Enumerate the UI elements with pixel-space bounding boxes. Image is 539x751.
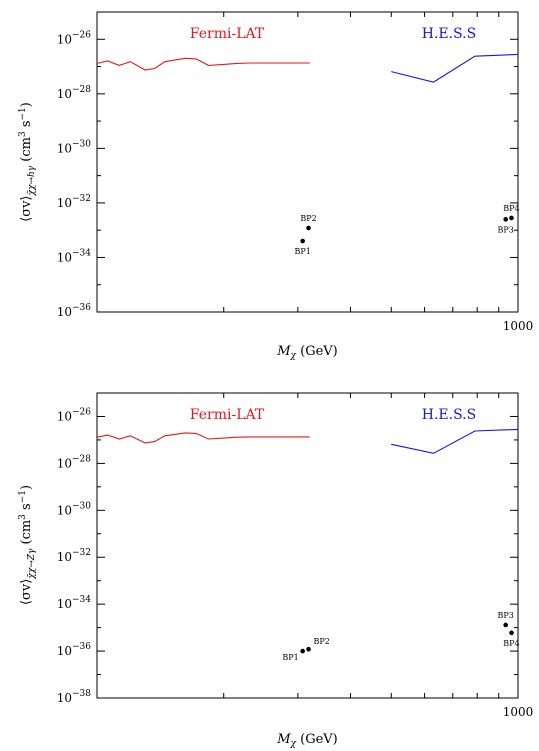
y-tick-label: 10−30: [57, 501, 92, 517]
x-tick-label: 1000: [503, 319, 534, 333]
benchmark-label-bp1: BP1: [282, 653, 298, 662]
y-tick-label: 10−36: [57, 303, 92, 319]
legend-label-hess: H.E.S.S: [422, 407, 476, 423]
y-axis-label: ⟨σv⟩χ̄χ→Zγ (cm3 s−1): [18, 485, 37, 605]
benchmark-point-bp3: [503, 622, 509, 628]
benchmark-label-bp2: BP2: [314, 637, 330, 646]
y-tick-label: 10−28: [57, 85, 92, 101]
y-axis-label: ⟨σv⟩χ̄χ→hγ (cm3 s−1): [18, 102, 37, 222]
benchmark-label-bp3: BP3: [498, 225, 514, 234]
benchmark-label-bp3: BP3: [498, 611, 514, 620]
plot-frame: [96, 11, 519, 313]
series-line-fermi-lat: [96, 57, 310, 71]
benchmark-point-bp4: [509, 215, 514, 221]
benchmark-label-bp4: BP4: [503, 639, 519, 648]
benchmark-point-bp4: [509, 630, 514, 636]
x-axis-label: Mχ (GeV): [276, 732, 338, 749]
y-tick-label: 10−34: [57, 595, 92, 611]
y-tick-label: 10−32: [57, 194, 91, 210]
y-tick-label: 10−36: [57, 642, 92, 658]
series-line-hess: [391, 53, 519, 83]
legend-label-fermi-lat: Fermi-LAT: [190, 407, 265, 423]
benchmark-point-bp3: [503, 217, 509, 222]
benchmark-label-bp2: BP2: [300, 214, 316, 223]
benchmark-point-bp1: [300, 648, 305, 654]
y-tick-label: 10−38: [57, 689, 92, 705]
series-line-fermi-lat: [96, 432, 310, 444]
chart-panel-top: 10−36 10−34 10−32 10−30 10−28 10−26 1000 Fermi-…: [18, 11, 534, 361]
series-line-hess: [391, 428, 519, 454]
legend-label-hess: H.E.S.S: [422, 26, 476, 42]
x-axis-label: Mχ (GeV): [276, 344, 338, 361]
legend-label-fermi-lat: Fermi-LAT: [190, 26, 265, 42]
y-tick-label: 10−28: [57, 454, 92, 470]
benchmark-label-bp1: BP1: [295, 247, 311, 256]
y-tick-label: 10−30: [57, 139, 92, 155]
y-tick-label: 10−34: [57, 248, 92, 264]
benchmark-label-bp4: BP4: [503, 204, 519, 213]
plot-frame: [96, 392, 519, 699]
benchmark-point-bp2: [306, 225, 311, 231]
benchmark-point-bp1: [300, 238, 305, 244]
chart-panel-bottom: 10−38 10−36 10−34 10−32 10−30 10−28 10−26 1000 F…: [18, 392, 534, 749]
benchmark-point-bp2: [306, 646, 311, 652]
y-tick-label: 10−32: [57, 548, 91, 564]
x-tick-label: 1000: [503, 705, 534, 719]
y-tick-label: 10−26: [57, 407, 92, 423]
y-tick-label: 10−26: [57, 30, 92, 46]
